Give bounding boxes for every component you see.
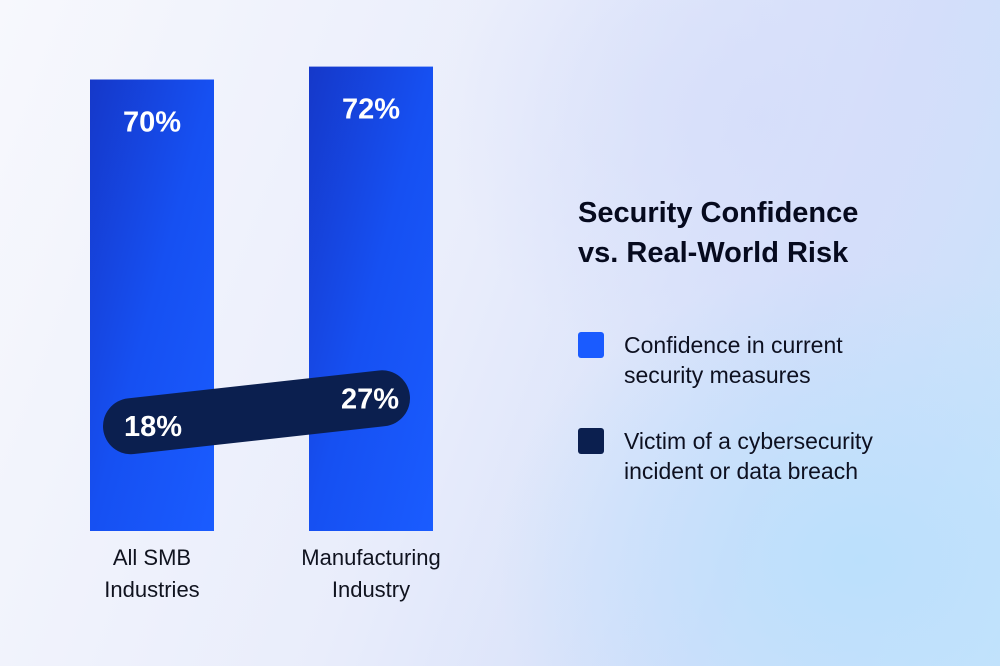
- category-label-1-line-1: All SMB: [113, 545, 191, 570]
- bar-confidence-1: [90, 79, 214, 531]
- chart-title-line-2: vs. Real-World Risk: [578, 237, 849, 269]
- line-victim: [103, 370, 410, 455]
- legend-swatch-victim: [578, 428, 604, 454]
- chart-title: Security Confidence vs. Real-World Risk: [578, 193, 958, 273]
- legend-item-victim: Victim of a cybersecurity incident or da…: [578, 426, 938, 486]
- line-value-label-1: 18%: [124, 411, 182, 443]
- chart-title-line-1: Security Confidence: [578, 197, 859, 229]
- category-label-1-line-2: Industries: [104, 577, 199, 602]
- bar-value-label-1: 70%: [123, 107, 181, 139]
- legend-label-confidence-line-1: Confidence in current: [624, 332, 843, 358]
- legend-label-confidence-line-2: security measures: [624, 362, 811, 388]
- point-victim-2: [380, 396, 384, 401]
- bar-confidence-2: [309, 66, 433, 531]
- legend-label-victim-line-2: incident or data breach: [624, 458, 858, 484]
- category-label-2-line-2: Industry: [332, 577, 410, 602]
- legend-swatch-confidence: [578, 332, 604, 358]
- category-label-2-line-1: Manufacturing: [301, 545, 440, 570]
- legend-label-victim: Victim of a cybersecurity incident or da…: [624, 426, 944, 486]
- point-victim-1: [129, 424, 133, 429]
- line-value-label-2: 27%: [341, 383, 399, 415]
- legend-label-victim-line-1: Victim of a cybersecurity: [624, 428, 873, 454]
- legend-label-confidence: Confidence in current security measures: [624, 330, 944, 390]
- bar-value-label-2: 72%: [342, 94, 400, 126]
- legend-item-confidence: Confidence in current security measures: [578, 330, 938, 390]
